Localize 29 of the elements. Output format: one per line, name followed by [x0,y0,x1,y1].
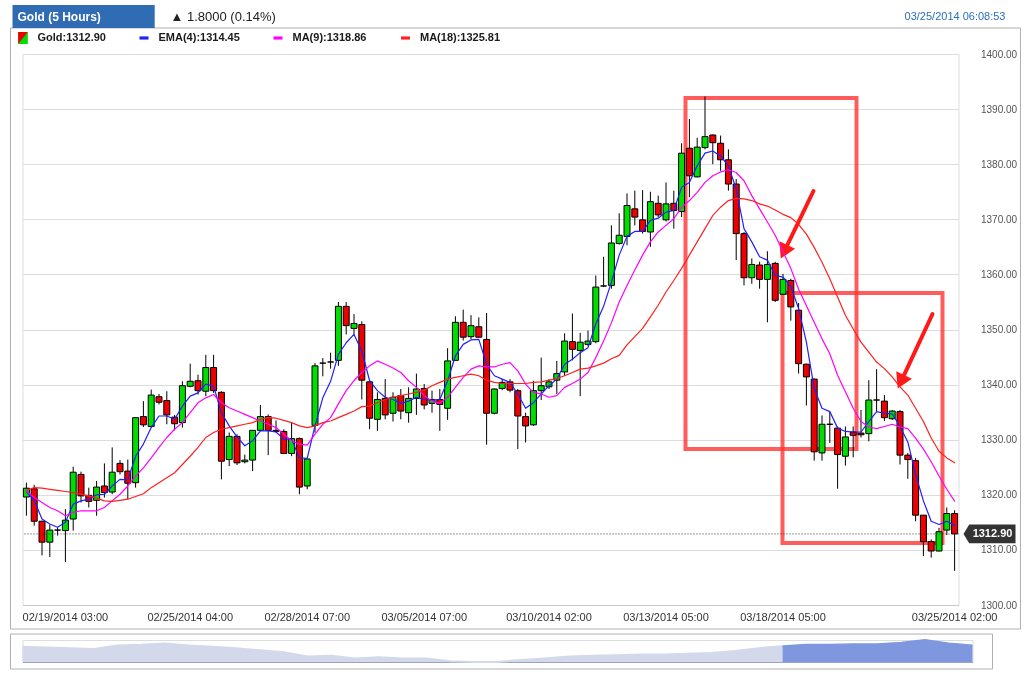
x-tick-label: 02/25/2014 04:00 [147,610,234,623]
x-tick-label: 03/13/2014 05:00 [623,610,709,623]
legend-label: Gold:1312.90 [37,31,106,43]
x-tick-label: 02/28/2014 07:00 [264,610,351,623]
x-tick-label: 03/18/2014 05:00 [740,610,826,623]
y-tick-label: 1400.00 [981,48,1018,60]
candlestick [802,363,810,407]
y-tick-label: 1360.00 [981,268,1018,280]
chart-subtitle: ▲ 1.8000 (0.14%) [170,8,276,24]
text: 03/25/2014 06:08:53 [904,9,1006,22]
legend-label: MA(18):1325.81 [420,31,501,43]
x-tick-label: 02/19/2014 03:00 [22,610,109,623]
y-tick-label: 1390.00 [981,103,1018,115]
legend-label: MA(9):1318.86 [292,31,367,43]
y-tick-label: 1330.00 [981,434,1018,446]
y-tick-label: 1350.00 [981,324,1018,335]
y-tick-label: 1380.00 [981,158,1018,170]
y-tick-label: 1320.00 [981,489,1018,501]
legend-label: EMA(4):1314.45 [158,31,240,43]
ref-line-label: 1312.90 [972,526,1013,539]
x-tick-label: 03/10/2014 02:00 [506,610,592,623]
y-tick-label: 1370.00 [981,213,1018,225]
y-tick-label: 1310.00 [981,544,1018,556]
chart-title: Gold (5 Hours) [17,9,101,24]
y-tick-label: 1340.00 [981,379,1018,391]
y-tick-label: 1300.00 [981,599,1018,611]
x-tick-label: 03/05/2014 07:00 [381,610,468,623]
candlestick [319,357,327,377]
x-tick-label: 03/25/2014 02:00 [911,610,998,623]
